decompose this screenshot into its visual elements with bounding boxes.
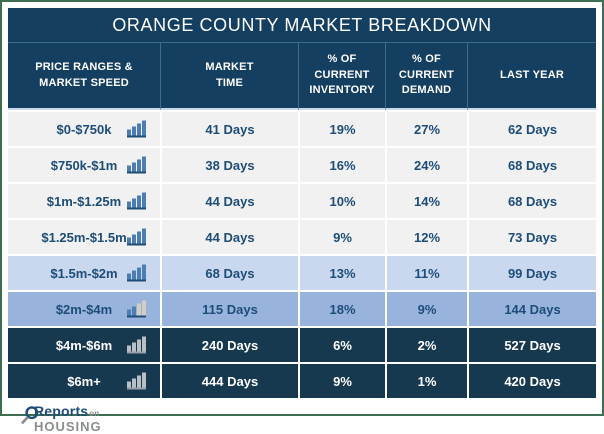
price-range-label: $4m-$6m — [55, 337, 113, 353]
market-speed-bars-icon — [127, 300, 148, 318]
logo-brand-line2: HOUSING — [34, 419, 102, 434]
market-speed-bars-icon — [127, 228, 148, 246]
price-range-label: $0-$750k — [56, 121, 112, 137]
market-speed-bars-icon — [127, 336, 148, 354]
inventory-pct-cell: 19% — [298, 110, 385, 146]
market-time-cell: 444 Days — [160, 362, 298, 398]
demand-pct-cell: 9% — [385, 290, 467, 326]
price-range-label: $750k-$1m — [50, 157, 118, 173]
demand-pct-cell: 11% — [385, 254, 467, 290]
market-time-cell: 38 Days — [160, 146, 298, 182]
inventory-pct-cell: 16% — [298, 146, 385, 182]
price-range-label: $2m-$4m — [55, 301, 113, 317]
market-speed-bars-icon — [127, 192, 148, 210]
price-range-cell: $1m-$1.25m — [8, 182, 160, 218]
last-year-cell: 144 Days — [467, 290, 597, 326]
price-range-label: $1.25m-$1.5m — [41, 229, 127, 245]
market-speed-bars-icon — [127, 372, 148, 390]
price-range-label: $6m+ — [67, 373, 101, 389]
demand-pct-cell: 12% — [385, 218, 467, 254]
last-year-cell: 62 Days — [467, 110, 597, 146]
last-year-cell: 68 Days — [467, 146, 597, 182]
table-row: $2m-$4m 115 Days 18% 9% 144 Days — [8, 290, 597, 326]
table-row: $750k-$1m 38 Days 16% 24% 68 Days — [8, 146, 597, 182]
title-row: ORANGE COUNTY MARKET BREAKDOWN — [8, 8, 597, 43]
inventory-pct-cell: 9% — [298, 362, 385, 398]
price-range-cell: $6m+ — [8, 362, 160, 398]
inventory-pct-cell: 10% — [298, 182, 385, 218]
table-row: $1.25m-$1.5m 44 Days 9% 12% 73 Days — [8, 218, 597, 254]
column-header-last-year: LAST YEAR — [467, 43, 597, 110]
demand-pct-cell: 24% — [385, 146, 467, 182]
market-time-cell: 115 Days — [160, 290, 298, 326]
price-range-cell: $0-$750k — [8, 110, 160, 146]
inventory-pct-cell: 13% — [298, 254, 385, 290]
last-year-cell: 68 Days — [467, 182, 597, 218]
demand-pct-cell: 27% — [385, 110, 467, 146]
market-time-cell: 240 Days — [160, 326, 298, 362]
column-header-market-time: MARKET TIME — [160, 43, 298, 110]
last-year-cell: 420 Days — [467, 362, 597, 398]
demand-pct-cell: 2% — [385, 326, 467, 362]
logo-brand-on: on — [89, 409, 100, 418]
reports-on-housing-logo: Reportson HOUSING — [20, 403, 596, 434]
market-time-cell: 44 Days — [160, 182, 298, 218]
market-speed-bars-icon — [127, 264, 148, 282]
logo-brand-line1: Reportson — [34, 403, 100, 419]
column-header-demand: % OF CURRENT DEMAND — [385, 43, 467, 110]
demand-pct-cell: 1% — [385, 362, 467, 398]
table-row: $0-$750k 41 Days 19% 27% 62 Days — [8, 110, 597, 146]
table-row: $1.5m-$2m 68 Days 13% 11% 99 Days — [8, 254, 597, 290]
column-header-inventory: % OF CURRENT INVENTORY — [298, 43, 385, 110]
table-row: $1m-$1.25m 44 Days 10% 14% 68 Days — [8, 182, 597, 218]
last-year-cell: 527 Days — [467, 326, 597, 362]
price-range-label: $1.5m-$2m — [50, 265, 118, 281]
inventory-pct-cell: 18% — [298, 290, 385, 326]
page-title: ORANGE COUNTY MARKET BREAKDOWN — [8, 8, 597, 43]
last-year-cell: 99 Days — [467, 254, 597, 290]
inventory-pct-cell: 6% — [298, 326, 385, 362]
table-row: $6m+ 444 Days 9% 1% 420 Days — [8, 362, 597, 398]
market-time-cell: 41 Days — [160, 110, 298, 146]
column-header-price-ranges: PRICE RANGES & MARKET SPEED — [8, 43, 160, 110]
market-speed-bars-icon — [127, 120, 148, 138]
price-range-cell: $1.25m-$1.5m — [8, 218, 160, 254]
price-range-label: $1m-$1.25m — [46, 193, 122, 209]
price-range-cell: $750k-$1m — [8, 146, 160, 182]
market-breakdown-table: ORANGE COUNTY MARKET BREAKDOWN PRICE RAN… — [8, 8, 597, 398]
column-header-row: PRICE RANGES & MARKET SPEED MARKET TIME … — [8, 43, 597, 110]
last-year-cell: 73 Days — [467, 218, 597, 254]
price-range-cell: $2m-$4m — [8, 290, 160, 326]
market-time-cell: 68 Days — [160, 254, 298, 290]
price-range-cell: $1.5m-$2m — [8, 254, 160, 290]
table-row: $4m-$6m 240 Days 6% 2% 527 Days — [8, 326, 597, 362]
market-speed-bars-icon — [127, 156, 148, 174]
market-time-cell: 44 Days — [160, 218, 298, 254]
demand-pct-cell: 14% — [385, 182, 467, 218]
inventory-pct-cell: 9% — [298, 218, 385, 254]
price-range-cell: $4m-$6m — [8, 326, 160, 362]
